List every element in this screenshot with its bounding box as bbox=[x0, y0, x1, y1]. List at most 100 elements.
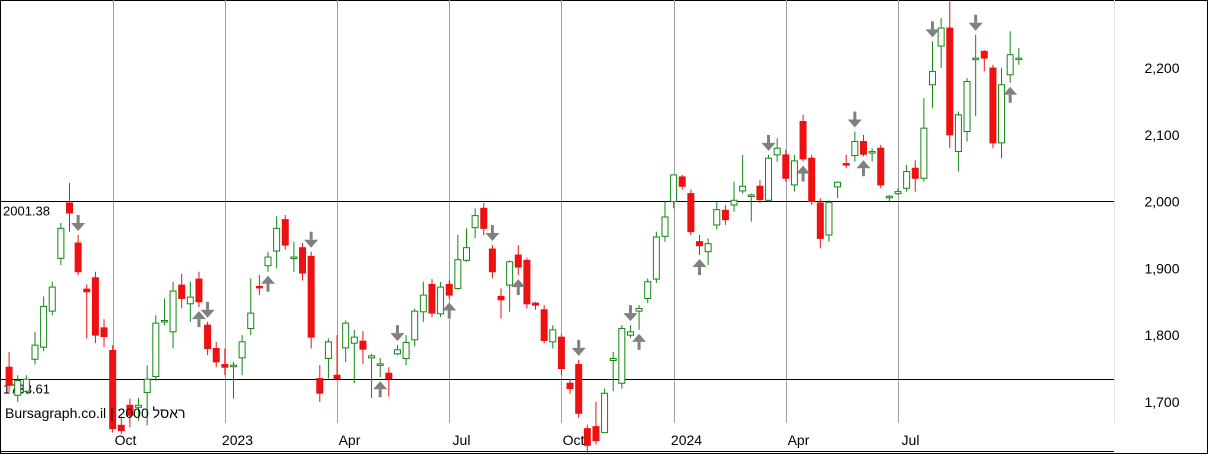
candle-up bbox=[273, 216, 281, 269]
candle-up bbox=[143, 365, 151, 426]
candle-body bbox=[40, 305, 48, 348]
arrow-head bbox=[200, 309, 215, 318]
candle-up bbox=[471, 208, 479, 239]
candle-up bbox=[635, 305, 643, 330]
candle-body bbox=[946, 27, 954, 136]
arrow-shaft bbox=[378, 389, 382, 398]
candle-body bbox=[756, 185, 764, 201]
candle-down bbox=[5, 351, 13, 392]
y-axis: 1,700 1,800 1,900 2,000 2,100 2,200 bbox=[1144, 60, 1179, 410]
arrow-head bbox=[968, 22, 983, 31]
candle-body bbox=[514, 254, 522, 268]
candle-body bbox=[359, 340, 367, 350]
candle-body bbox=[186, 296, 194, 305]
candle-down bbox=[721, 204, 729, 225]
x-tick-label: Apr bbox=[339, 432, 361, 448]
candle-down bbox=[816, 198, 824, 249]
candle-up bbox=[1006, 31, 1014, 83]
x-tick-label: Jul bbox=[902, 432, 920, 448]
candle-up bbox=[411, 308, 419, 347]
candle-down bbox=[281, 214, 289, 250]
candle-body bbox=[773, 147, 781, 156]
candle-down bbox=[514, 245, 522, 276]
candle-body bbox=[368, 355, 376, 359]
candle-body bbox=[264, 256, 272, 267]
candle-up bbox=[670, 174, 678, 209]
arrow-shaft bbox=[698, 267, 701, 276]
candle-up bbox=[765, 154, 773, 202]
arrow-down-marker bbox=[761, 134, 776, 151]
candle-up bbox=[661, 201, 669, 242]
candle-up bbox=[402, 335, 410, 366]
candle-down bbox=[842, 154, 850, 169]
candle-up bbox=[342, 320, 350, 362]
candle-down bbox=[195, 271, 203, 308]
arrow-down-marker bbox=[304, 231, 319, 248]
candle-up bbox=[1015, 48, 1023, 65]
candle-body bbox=[929, 70, 937, 86]
candle-body bbox=[428, 283, 436, 314]
candle-body bbox=[393, 349, 401, 355]
candle-down bbox=[299, 243, 307, 281]
candle-body bbox=[212, 348, 220, 363]
arrow-head bbox=[373, 381, 388, 390]
candle-up bbox=[739, 154, 747, 194]
candle-up bbox=[376, 357, 384, 378]
arrow-shaft bbox=[206, 301, 210, 310]
candle-body bbox=[385, 372, 393, 380]
arrow-head bbox=[1003, 86, 1018, 95]
y-tick-label: 1,900 bbox=[1144, 260, 1179, 276]
candle-body bbox=[626, 331, 634, 336]
candle-up bbox=[419, 281, 427, 322]
arrow-shaft bbox=[637, 341, 641, 350]
arrow-head bbox=[304, 239, 319, 248]
arrow-shaft bbox=[266, 283, 270, 292]
candle-body bbox=[885, 195, 893, 199]
candle-body bbox=[998, 84, 1006, 144]
candle-up bbox=[601, 388, 609, 434]
candle-up bbox=[644, 278, 652, 304]
arrow-head bbox=[261, 275, 275, 284]
candle-down bbox=[66, 182, 74, 232]
candle-body bbox=[670, 174, 678, 203]
candle-down bbox=[100, 319, 108, 348]
candle-body bbox=[834, 181, 842, 188]
arrow-shaft bbox=[801, 173, 805, 182]
candle-down bbox=[566, 379, 574, 394]
candle-body bbox=[281, 219, 289, 246]
candle-up bbox=[247, 278, 255, 336]
candle-body bbox=[808, 157, 816, 203]
arrow-shaft bbox=[395, 325, 399, 334]
candle-body bbox=[1015, 57, 1023, 61]
candle-body bbox=[376, 363, 384, 366]
candle-down bbox=[687, 189, 695, 236]
candle-down bbox=[696, 235, 703, 256]
arrow-head bbox=[511, 279, 526, 288]
candle-body bbox=[739, 185, 747, 192]
candle-down bbox=[532, 301, 540, 310]
candle-down bbox=[212, 341, 220, 368]
candle-down bbox=[307, 251, 315, 349]
candle-body bbox=[48, 286, 56, 312]
candle-down bbox=[83, 284, 91, 339]
candle-up bbox=[437, 281, 445, 318]
arrow-shaft bbox=[309, 231, 313, 240]
candle-down bbox=[316, 365, 324, 402]
candle-down bbox=[109, 345, 117, 433]
arrow-down-marker bbox=[390, 325, 405, 342]
candle-up bbox=[963, 78, 971, 142]
candle-body bbox=[583, 428, 591, 446]
candle-body bbox=[894, 191, 902, 195]
candle-up bbox=[618, 325, 626, 389]
arrow-up-marker bbox=[511, 279, 526, 296]
arrow-up-marker bbox=[856, 160, 871, 177]
candle-body bbox=[221, 364, 229, 368]
candle-down bbox=[877, 144, 885, 189]
candle-body bbox=[825, 201, 833, 236]
arrow-head bbox=[442, 302, 457, 311]
candle-body bbox=[549, 329, 557, 343]
candle-up bbox=[920, 98, 928, 182]
candle-body bbox=[14, 380, 22, 396]
y-tick-label: 2,200 bbox=[1144, 60, 1179, 76]
candle-up bbox=[22, 375, 30, 394]
